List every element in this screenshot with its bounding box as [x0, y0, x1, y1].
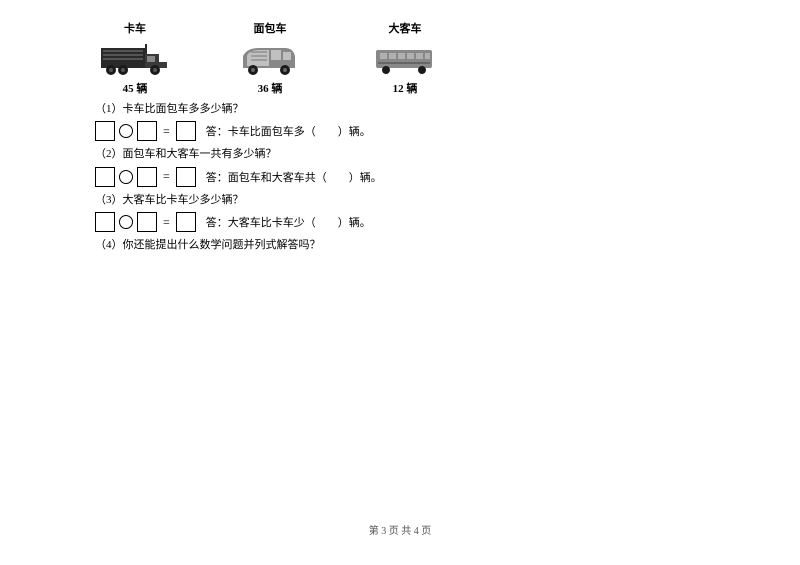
question-3: （3）大客车比卡车少多少辆？: [95, 193, 800, 208]
input-box[interactable]: [137, 167, 157, 187]
bus-icon: [369, 40, 441, 78]
bus-label: 大客车: [389, 20, 422, 36]
truck-count: 45 辆: [123, 80, 148, 96]
vehicle-truck: 卡车 45 辆: [95, 20, 175, 96]
question-1: （1）卡车比面包车多多少辆？: [95, 102, 800, 117]
answer-3: 答：大客车比卡车少（ ）辆。: [206, 214, 371, 230]
equation-1: = 答：卡车比面包车多（ ）辆。: [95, 121, 800, 141]
truck-icon: [99, 40, 171, 78]
input-box[interactable]: [176, 167, 196, 187]
vehicle-van: 面包车 36 辆: [230, 20, 310, 96]
input-box[interactable]: [176, 121, 196, 141]
input-box[interactable]: [176, 212, 196, 232]
vehicles-row: 卡车 45 辆: [95, 20, 800, 96]
equals-sign: =: [161, 169, 172, 184]
question-2: （2）面包车和大客车一共有多少辆？: [95, 147, 800, 162]
equation-2: = 答：面包车和大客车共（ ）辆。: [95, 167, 800, 187]
input-box[interactable]: [95, 212, 115, 232]
answer-1: 答：卡车比面包车多（ ）辆。: [206, 123, 371, 139]
worksheet-content: 卡车 45 辆: [0, 0, 800, 254]
operator-circle[interactable]: [119, 124, 133, 138]
equation-3: = 答：大客车比卡车少（ ）辆。: [95, 212, 800, 232]
equals-sign: =: [161, 215, 172, 230]
input-box[interactable]: [137, 212, 157, 232]
operator-circle[interactable]: [119, 170, 133, 184]
van-count: 36 辆: [258, 80, 283, 96]
input-box[interactable]: [95, 121, 115, 141]
page-footer: 第 3 页 共 4 页: [0, 522, 800, 537]
bus-count: 12 辆: [393, 80, 418, 96]
operator-circle[interactable]: [119, 215, 133, 229]
equals-sign: =: [161, 124, 172, 139]
question-4: （4）你还能提出什么数学问题并列式解答吗？: [95, 238, 800, 253]
input-box[interactable]: [137, 121, 157, 141]
truck-label: 卡车: [124, 20, 146, 36]
van-label: 面包车: [254, 20, 287, 36]
van-icon: [234, 40, 306, 78]
answer-2: 答：面包车和大客车共（ ）辆。: [206, 169, 382, 185]
input-box[interactable]: [95, 167, 115, 187]
vehicle-bus: 大客车 12 辆: [365, 20, 445, 96]
